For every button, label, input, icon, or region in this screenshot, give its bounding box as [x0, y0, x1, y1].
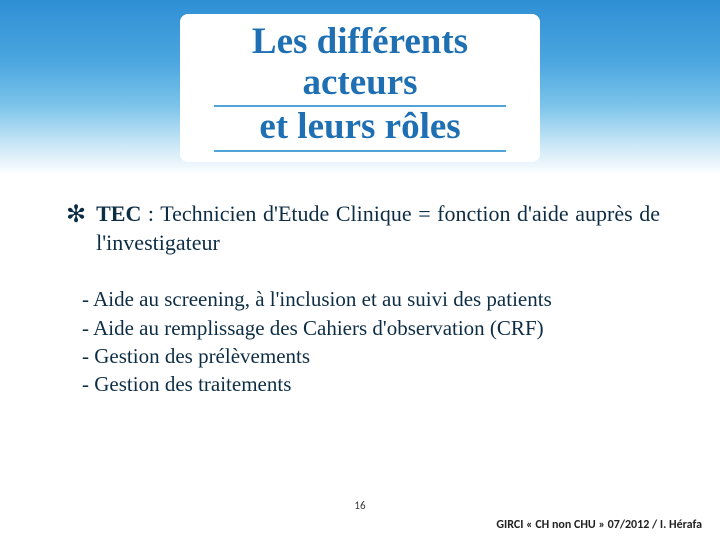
main-bullet-row: ✻ TEC : Technicien d'Etude Clinique = fo…	[70, 200, 660, 257]
main-bullet-text: TEC : Technicien d'Etude Clinique = fonc…	[96, 200, 660, 257]
slide: Les différents acteurs et leurs rôles ✻ …	[0, 0, 720, 540]
sub-list: - Aide au screening, à l'inclusion et au…	[82, 285, 660, 398]
title-line-1: Les différents acteurs	[214, 22, 506, 103]
page-number: 16	[354, 499, 365, 512]
bullet-marker: ✻	[66, 200, 86, 231]
sub-item: - Aide au screening, à l'inclusion et au…	[82, 285, 660, 313]
title-line-2: et leurs rôles	[214, 107, 506, 148]
sub-item: - Gestion des traitements	[82, 370, 660, 398]
body-content: ✻ TEC : Technicien d'Etude Clinique = fo…	[70, 200, 660, 399]
sub-item: - Gestion des prélèvements	[82, 342, 660, 370]
footer-text: GIRCI « CH non CHU » 07/2012 / I. Hérafa	[496, 518, 702, 532]
title-underline-2	[214, 150, 506, 152]
title-box: Les différents acteurs et leurs rôles	[180, 14, 540, 162]
acronym: TEC	[96, 201, 141, 226]
sub-item: - Aide au remplissage des Cahiers d'obse…	[82, 314, 660, 342]
bullet-rest: : Technicien d'Etude Clinique = fonction…	[96, 201, 660, 255]
